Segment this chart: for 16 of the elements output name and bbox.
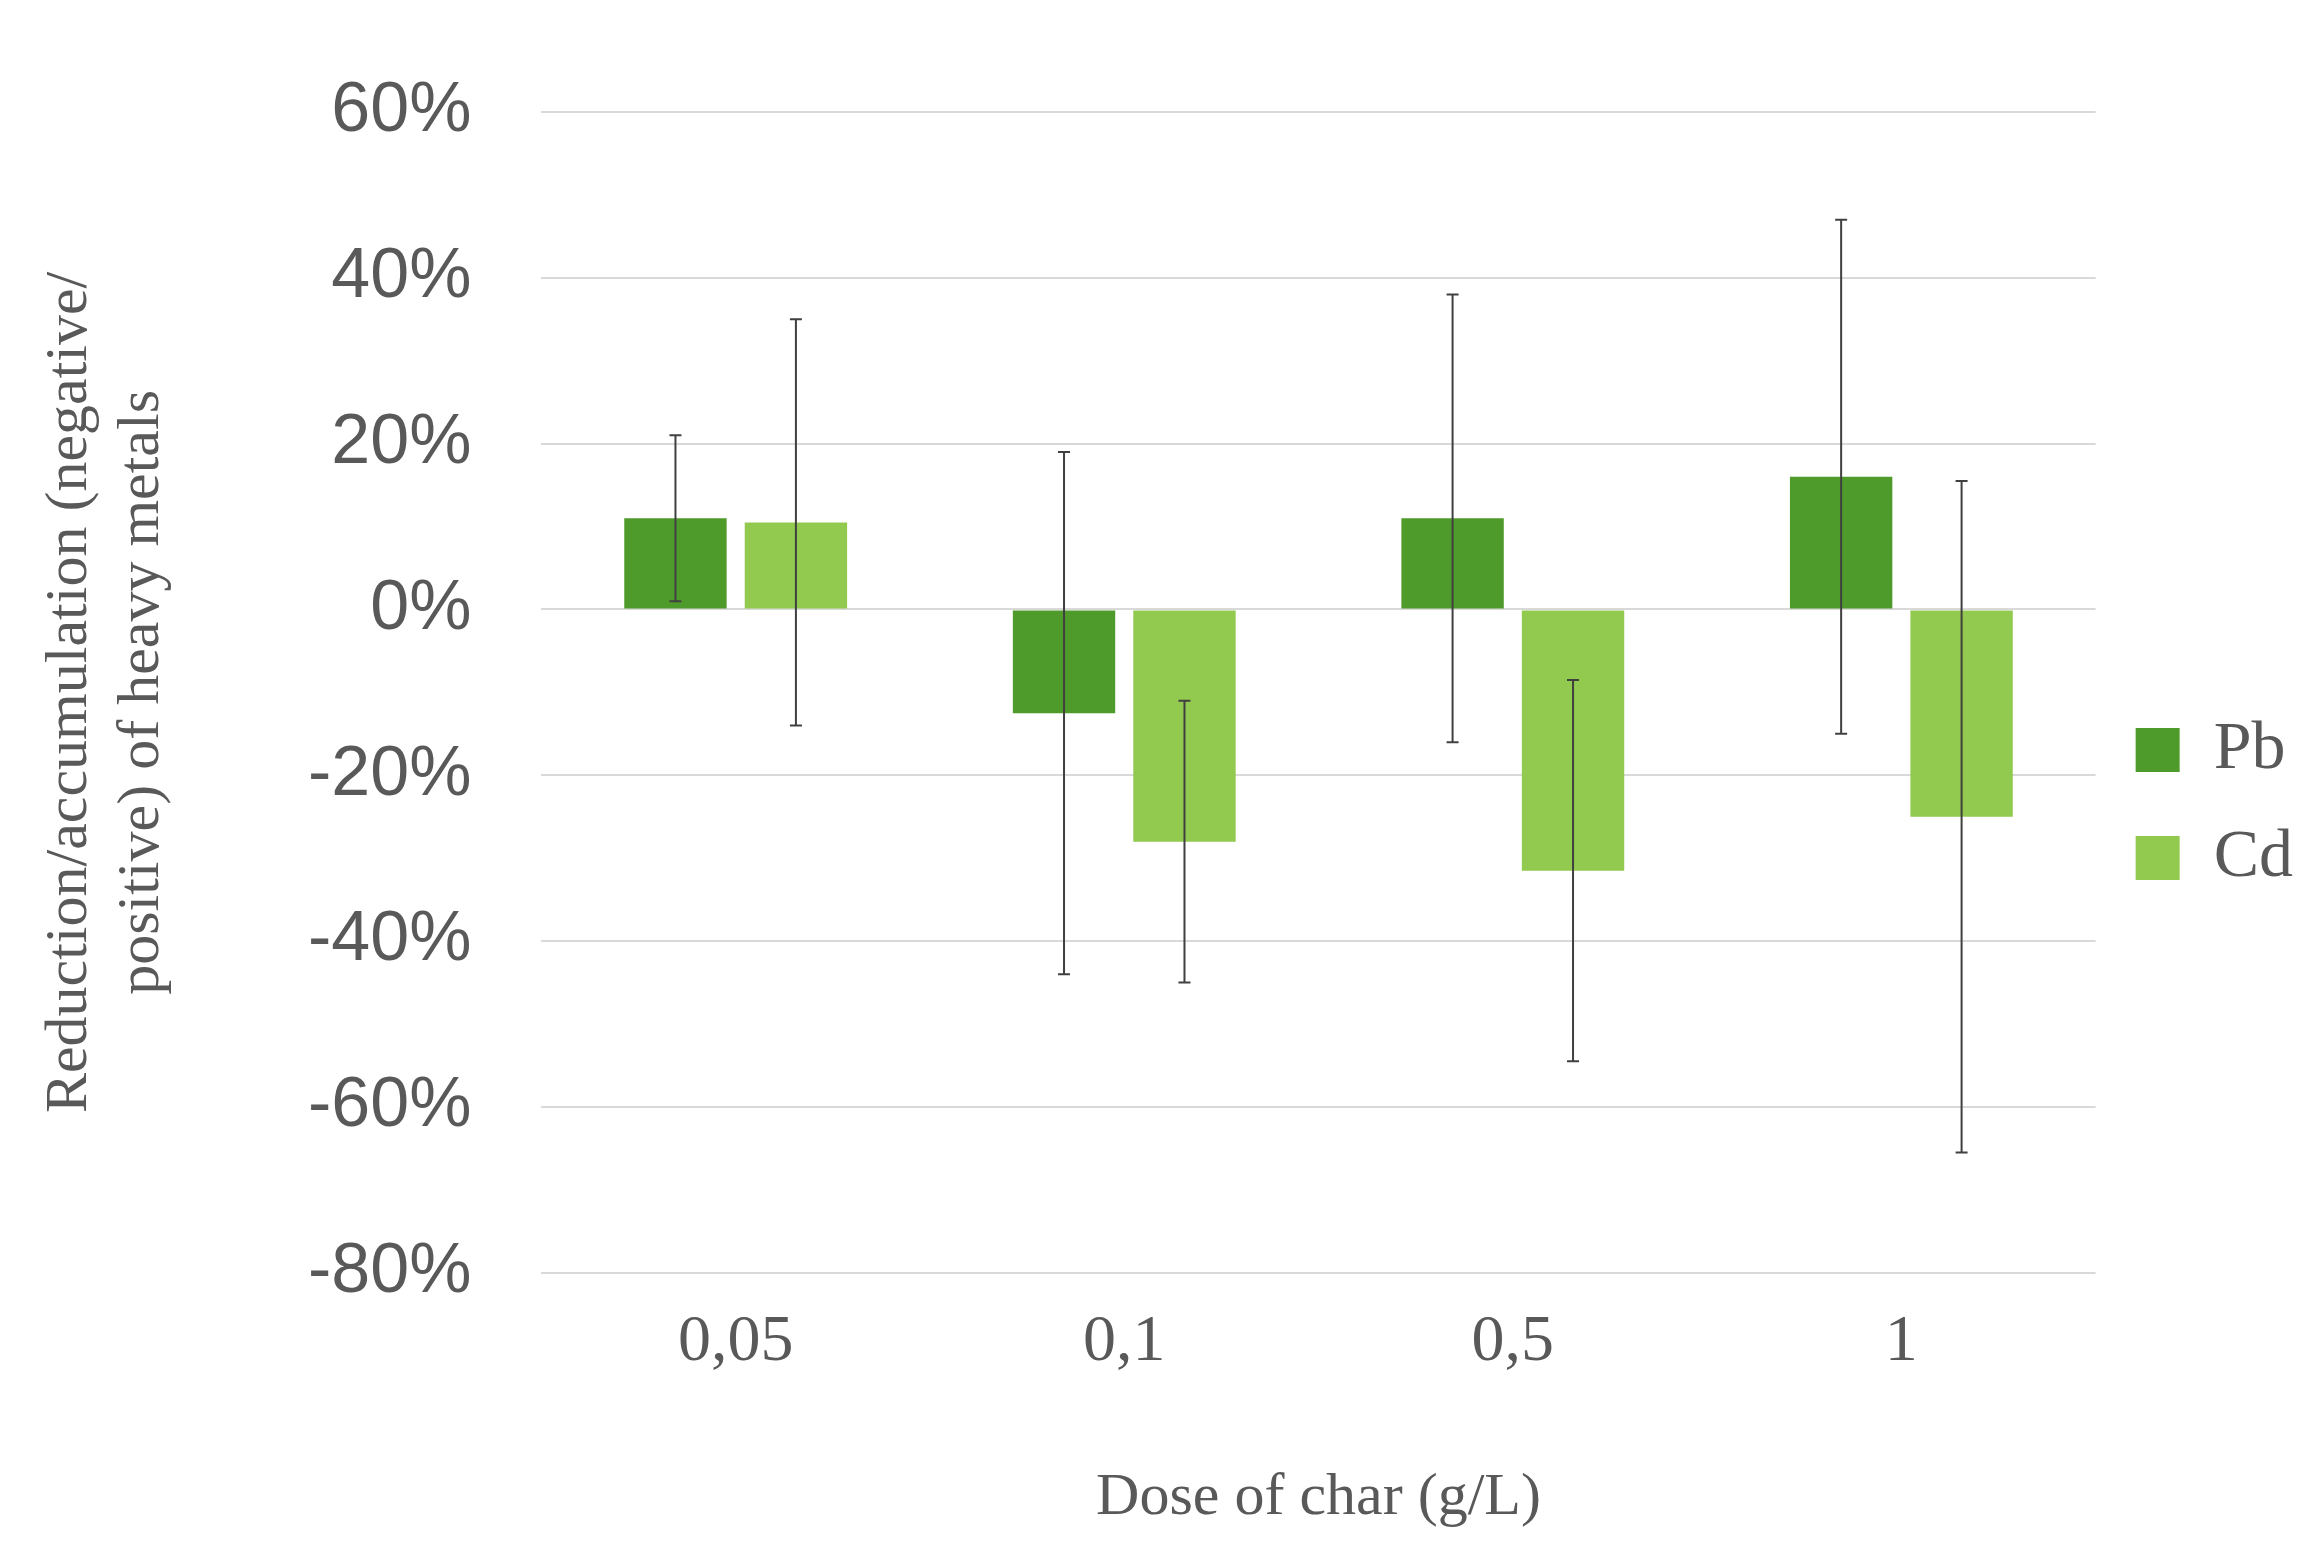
x-tick-label: 0,05 (677, 1300, 794, 1374)
y-tick-label: 40% (331, 234, 472, 313)
y-tick-label: -60% (307, 1063, 472, 1142)
x-tick-label: 0,1 (1083, 1300, 1166, 1374)
y-tick-label: -40% (307, 897, 472, 976)
y-tick-label: 0% (370, 565, 472, 644)
y-tick-label: -20% (307, 731, 472, 810)
x-tick-label: 0,5 (1471, 1300, 1555, 1374)
legend-label: Cd (2213, 814, 2293, 891)
y-tick-label: -80% (307, 1229, 472, 1308)
y-tick-label: 60% (331, 68, 472, 147)
y-axis-title: Reduction/accumulation (negative/ positive) of heavy metals (32, 271, 171, 1114)
legend-label: Pb (2213, 706, 2286, 783)
y-tick-label: 20% (331, 399, 472, 478)
x-axis-title: Dose of char (g/L) (1096, 1460, 1541, 1527)
x-tick-label: 1 (1884, 1300, 1918, 1374)
